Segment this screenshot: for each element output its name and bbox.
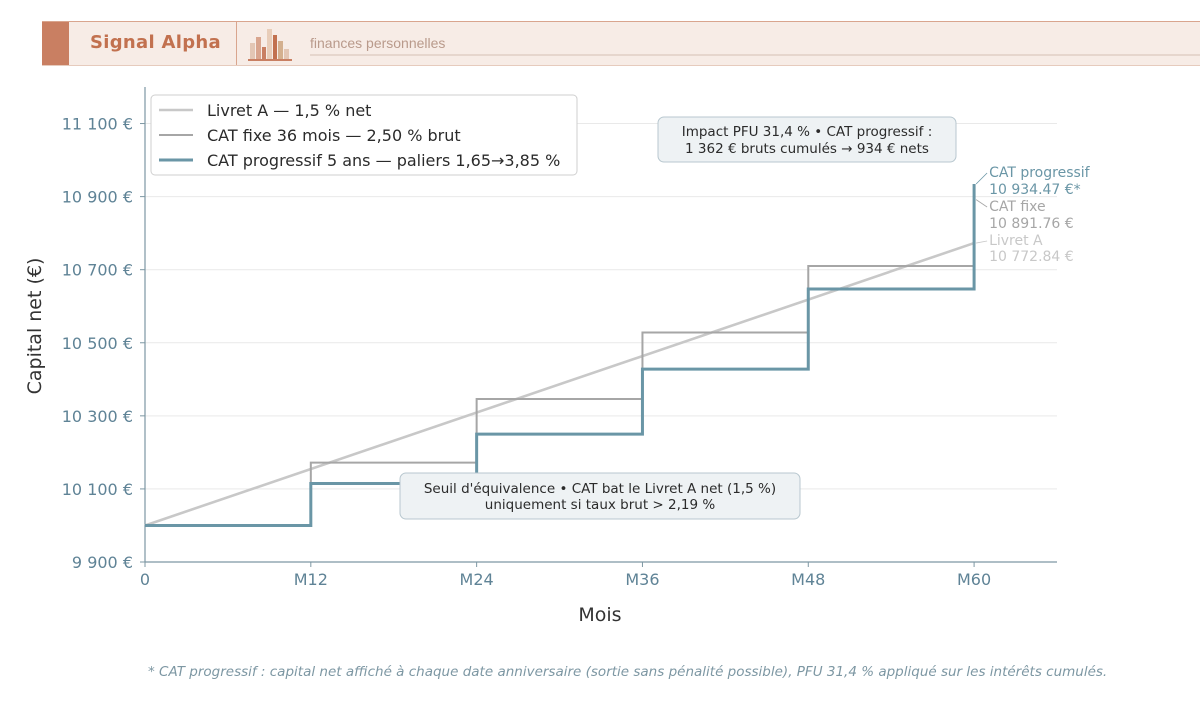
x-tick-label: M36 xyxy=(625,570,659,589)
end-label-line: Livret A xyxy=(989,233,1043,249)
header-rule xyxy=(310,54,1200,56)
annotation-text: 1 362 € bruts cumulés → 934 € nets xyxy=(685,141,929,157)
x-tick-label: M24 xyxy=(460,570,494,589)
header-accent xyxy=(42,22,69,65)
skyline-logo-icon xyxy=(248,29,292,61)
y-tick-label: 10 500 € xyxy=(62,334,133,353)
series xyxy=(144,184,976,527)
header-separator xyxy=(236,22,237,65)
annotations: Impact PFU 31,4 % • CAT progressif :1 36… xyxy=(399,116,957,520)
y-tick-label: 10 900 € xyxy=(62,188,133,207)
end-label-line: 10 891.76 € xyxy=(989,216,1074,232)
y-axis-title: Capital net (€) xyxy=(24,258,46,395)
annotation-text: Impact PFU 31,4 % • CAT progressif : xyxy=(682,124,933,140)
x-tick-label: 0 xyxy=(140,570,150,589)
legend-label-1: CAT fixe 36 mois — 2,50 % brut xyxy=(207,126,461,145)
end-label-leader xyxy=(975,172,988,185)
axes: 9 900 € 10 100 € 10 300 € 10 500 € 10 700 € 1… xyxy=(62,87,1057,589)
legend: Livret A — 1,5 % net CAT fixe 36 mois — 2… xyxy=(150,94,578,176)
end-label-leader xyxy=(975,199,988,208)
x-tick-label: M48 xyxy=(791,570,825,589)
end-label-line: 10 772.84 € xyxy=(989,249,1074,265)
series-line-2 xyxy=(145,184,976,527)
annotation-text: uniquement si taux brut > 2,19 % xyxy=(485,497,716,513)
tagline: finances personnelles xyxy=(310,35,446,51)
legend-box xyxy=(150,94,578,176)
annotation-box xyxy=(657,116,957,163)
y-tick-label: 11 100 € xyxy=(62,115,133,134)
x-tick-label: M12 xyxy=(294,570,328,589)
end-label-line: 10 934.47 €* xyxy=(989,182,1081,198)
end-label-leader xyxy=(976,240,988,244)
annotation-box xyxy=(399,472,801,520)
legend-label-0: Livret A — 1,5 % net xyxy=(207,101,371,120)
legend-label-2: CAT progressif 5 ans — paliers 1,65→3,85… xyxy=(207,151,560,170)
brand-name: Signal Alpha xyxy=(90,32,221,53)
end-label-line: CAT progressif xyxy=(989,165,1091,181)
header-band: Signal Alpha finances personnelles xyxy=(42,21,1200,66)
footnote: * CAT progressif : capital net affiché à… xyxy=(148,664,1108,680)
y-tick-label: 10 700 € xyxy=(62,261,133,280)
y-tick-label: 10 100 € xyxy=(62,480,133,499)
annotation-text: Seuil d'équivalence • CAT bat le Livret … xyxy=(424,481,776,497)
y-tick-label: 9 900 € xyxy=(72,553,133,572)
end-label-line: CAT fixe xyxy=(989,199,1046,215)
x-tick-label: M60 xyxy=(957,570,991,589)
y-tick-label: 10 300 € xyxy=(62,407,133,426)
x-axis-title: Mois xyxy=(578,604,621,626)
